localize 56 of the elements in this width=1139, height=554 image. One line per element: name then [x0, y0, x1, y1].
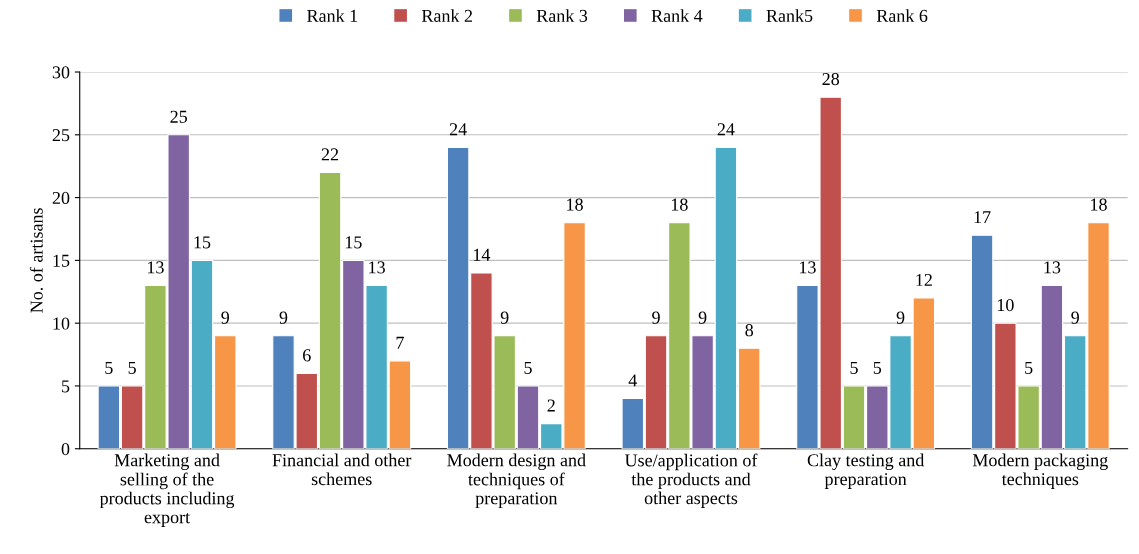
data-label: 5 — [524, 361, 532, 374]
data-label: 24 — [717, 123, 735, 136]
data-label: 13 — [147, 261, 164, 274]
y-tick-label: 30 — [52, 66, 70, 79]
data-label: 10 — [997, 298, 1014, 312]
data-label: 9 — [279, 311, 288, 324]
y-tick-label: 25 — [52, 129, 70, 142]
data-label: 5 — [873, 361, 882, 374]
data-label: 15 — [345, 236, 362, 249]
x-tick-label: Marketing and selling of the products including export — [99, 453, 235, 527]
data-label: 18 — [671, 198, 688, 211]
data-label: 25 — [170, 110, 188, 123]
y-tick-label: 0 — [61, 443, 70, 456]
legend-label: Rank 3 — [536, 9, 588, 22]
data-label: 8 — [745, 324, 754, 337]
y-tick-label: 5 — [62, 380, 70, 393]
data-label: 5 — [105, 361, 113, 374]
x-tick-label: Use/application of the products and other aspects — [624, 453, 758, 508]
data-label: 18 — [567, 198, 583, 211]
legend-label: Rank5 — [766, 9, 813, 22]
y-tick-label: 20 — [52, 191, 70, 205]
data-label: 22 — [321, 148, 339, 161]
legend-label: Rank 4 — [651, 9, 703, 22]
y-tick-label: 10 — [53, 317, 70, 330]
data-label: 2 — [547, 399, 555, 412]
data-label: 5 — [1025, 361, 1033, 374]
data-label: 9 — [221, 311, 230, 324]
data-label: 28 — [822, 72, 840, 86]
data-label: 9 — [896, 311, 905, 324]
x-tick-label: Financial and other schemes — [272, 453, 412, 486]
data-label: 4 — [628, 374, 638, 387]
data-label: 5 — [850, 361, 858, 374]
data-label: 18 — [1091, 198, 1107, 211]
x-tick-label: Modern packaging techniques — [972, 453, 1108, 489]
x-tick-label: Modern design and techniques of preparation — [447, 453, 586, 509]
data-label: 9 — [500, 311, 509, 324]
data-label: 9 — [1071, 311, 1079, 324]
legend-label: Rank 2 — [421, 9, 473, 22]
y-axis-title: No. of artisans — [29, 208, 43, 313]
data-label: 14 — [473, 248, 491, 261]
legend-label: Rank 6 — [876, 9, 928, 22]
data-label: 13 — [369, 261, 385, 274]
data-label: 9 — [698, 311, 707, 324]
data-label: 7 — [396, 336, 404, 349]
data-label: 15 — [194, 236, 211, 249]
data-label: 9 — [652, 311, 660, 324]
data-label: 5 — [128, 361, 136, 374]
data-label: 6 — [303, 349, 311, 362]
data-label: 17 — [974, 211, 991, 224]
data-label: 13 — [1044, 261, 1061, 274]
data-label: 24 — [449, 123, 467, 136]
legend-label: Rank 1 — [307, 9, 358, 22]
data-label: 12 — [916, 273, 932, 286]
x-tick-label: Clay testing and preparation — [807, 453, 925, 489]
data-label: 13 — [799, 261, 816, 274]
y-tick-label: 15 — [53, 254, 70, 267]
